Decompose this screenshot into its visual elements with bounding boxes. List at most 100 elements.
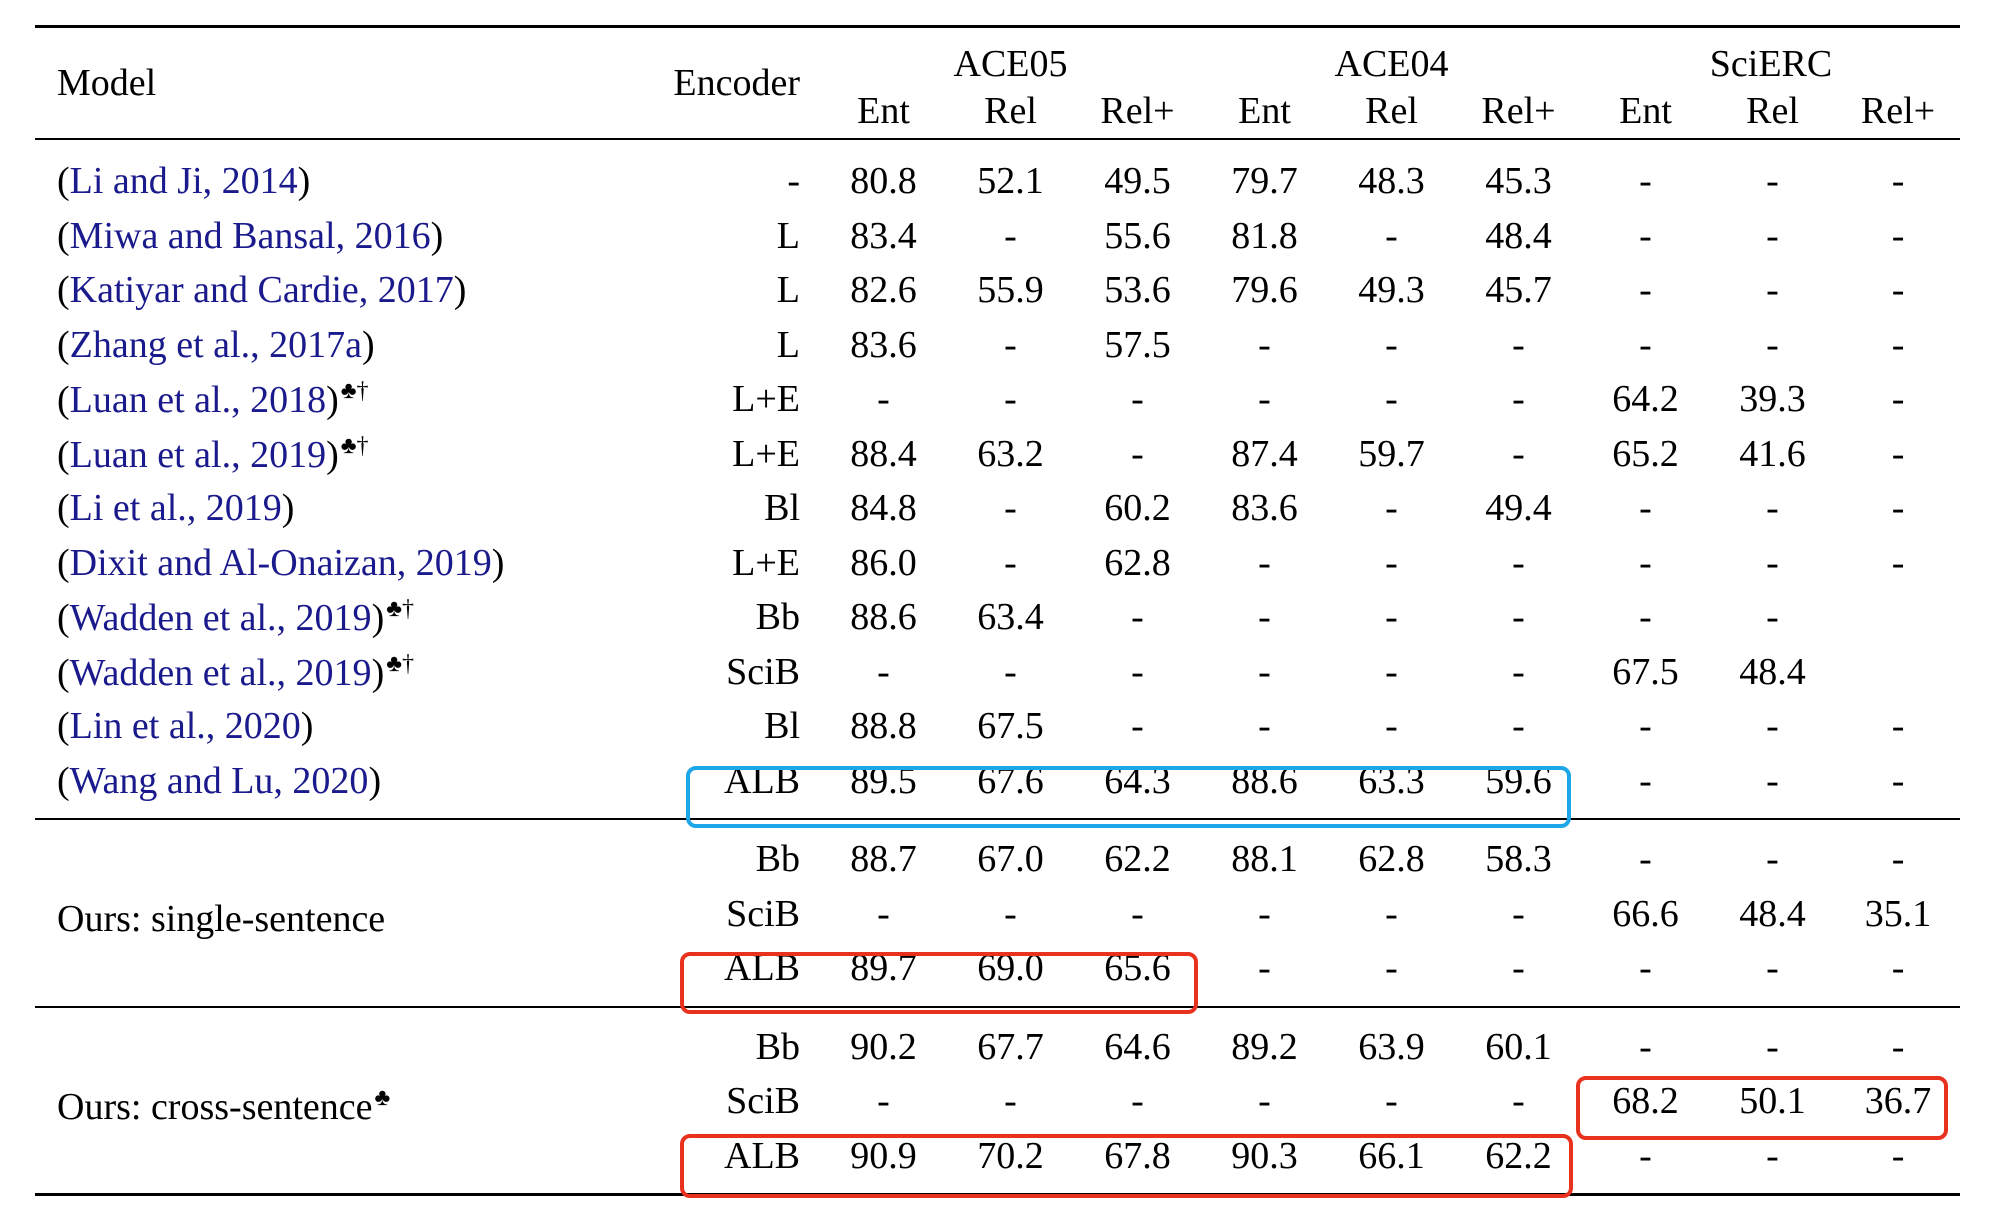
table-row: (Katiyar and Cardie, 2017) L 82.6 55.9 53.6 7…: [35, 263, 1960, 318]
value-cell: 50.1: [1739, 1080, 1806, 1123]
value-cell: 48.4: [1485, 214, 1552, 257]
value-cell: 62.2: [1104, 838, 1171, 881]
header-row-datasets: Model Encoder ACE05 ACE04 SciERC: [35, 26, 1961, 102]
header-dataset-scierc: SciERC: [1709, 43, 1833, 85]
value-cell: -: [1891, 1025, 1905, 1068]
header-metric: Rel: [1365, 89, 1418, 132]
value-cell: -: [1512, 947, 1525, 990]
header-metric: Ent: [1619, 89, 1672, 132]
table-row: ALB 90.9 70.2 67.8 90.3 66.1 62.2 - - -: [35, 1129, 1961, 1195]
value-cell: -: [1891, 487, 1905, 530]
value-cell: 63.4: [977, 596, 1044, 639]
encoder-cell: L: [776, 269, 800, 312]
value-cell: -: [1639, 323, 1652, 366]
value-cell: 70.2: [977, 1134, 1044, 1177]
value-cell: -: [1512, 378, 1525, 421]
close-paren: ): [368, 759, 382, 802]
value-cell: 58.3: [1485, 838, 1552, 881]
value-cell: -: [1639, 487, 1652, 530]
table-row: (Zhang et al., 2017a) L 83.6 - 57.5 - - - - - -: [35, 318, 1960, 373]
close-paren: ): [326, 379, 339, 422]
value-cell: 86.0: [850, 541, 917, 584]
value-cell: -: [1512, 650, 1525, 693]
value-cell: 67.6: [977, 759, 1044, 802]
header-encoder: Encoder: [673, 62, 800, 104]
model-cell: (Dixit and Al-Onaizan, 2019): [35, 536, 550, 591]
value-cell: 49.5: [1104, 160, 1171, 203]
value-cell: -: [1891, 378, 1905, 421]
value-cell: 88.6: [850, 596, 917, 639]
citation-link[interactable]: Dixit and Al-Onaizan, 2019: [69, 541, 492, 584]
close-paren: ): [326, 433, 339, 476]
citation-link[interactable]: Miwa and Bansal, 2016: [69, 214, 431, 257]
model-cell: (Zhang et al., 2017a): [35, 318, 550, 373]
value-cell: -: [1512, 705, 1525, 748]
table-row: Ours: cross-sentence♣ Bb 90.2 67.7 64.6 89.2 6…: [35, 1006, 1961, 1126]
value-cell: -: [1004, 487, 1017, 530]
citation-link[interactable]: Wadden et al., 2019: [69, 597, 372, 640]
value-cell: -: [1385, 541, 1398, 584]
value-cell: -: [1004, 214, 1017, 257]
table-row: (Miwa and Bansal, 2016) L 83.4 - 55.6 81.8 - 48…: [35, 209, 1960, 264]
value-cell: 67.7: [977, 1025, 1044, 1068]
header-row-metrics: Ent Rel Rel+ Ent Rel Rel+ Ent Rel Rel+: [35, 83, 1960, 139]
table-row: (Li and Ji, 2014) - 80.8 52.1 49.5 79.7 48.3 45…: [35, 139, 1961, 209]
citation-link[interactable]: Li and Ji, 2014: [69, 160, 298, 203]
model-cell: (Luan et al., 2018)♣†: [35, 372, 550, 427]
encoder-cell: Bb: [755, 838, 800, 881]
citation-link[interactable]: Wadden et al., 2019: [69, 651, 372, 694]
value-cell: -: [1639, 541, 1652, 584]
value-cell: -: [1766, 487, 1779, 530]
value-cell: -: [1385, 596, 1398, 639]
value-cell: -: [1004, 541, 1017, 584]
value-cell: 89.7: [850, 947, 917, 990]
citation-link[interactable]: Wang and Lu, 2020: [69, 759, 369, 802]
value-cell: -: [1891, 947, 1905, 990]
header-dataset-ace04: ACE04: [1334, 43, 1449, 85]
value-cell: 63.3: [1358, 759, 1425, 802]
value-cell: -: [877, 892, 890, 935]
value-cell: 87.4: [1231, 432, 1298, 475]
value-cell: -: [1766, 596, 1779, 639]
value-cell: 59.7: [1358, 432, 1425, 475]
header-model: Model: [57, 62, 157, 104]
header-dataset-ace05: ACE05: [953, 43, 1068, 85]
value-cell: -: [1639, 759, 1652, 802]
ours-label-cell: Ours: single-sentence: [35, 819, 550, 1007]
encoder-cell: ALB: [724, 1134, 800, 1177]
value-cell: -: [1639, 838, 1652, 881]
open-paren: (: [57, 705, 70, 748]
citation-link[interactable]: Lin et al., 2020: [69, 705, 301, 748]
value-cell: -: [1004, 323, 1017, 366]
value-cell: -: [1512, 1080, 1525, 1123]
value-cell: -: [1639, 705, 1652, 748]
value-cell: -: [877, 650, 890, 693]
value-cell: -: [1258, 596, 1271, 639]
value-cell: -: [1385, 487, 1398, 530]
value-cell: 45.7: [1485, 269, 1552, 312]
value-cell: -: [1385, 323, 1398, 366]
footnote-marker: ♣†: [386, 650, 414, 677]
citation-link[interactable]: Luan et al., 2018: [69, 379, 327, 422]
open-paren: (: [57, 541, 70, 584]
value-cell: -: [1512, 596, 1525, 639]
value-cell: -: [1766, 323, 1779, 366]
value-cell: 88.7: [850, 838, 917, 881]
value-cell: -: [1004, 892, 1017, 935]
citation-link[interactable]: Luan et al., 2019: [69, 433, 327, 476]
encoder-cell: ALB: [724, 947, 800, 990]
citation-link[interactable]: Zhang et al., 2017a: [69, 323, 362, 366]
encoder-cell: L: [776, 323, 800, 366]
value-cell: -: [1766, 705, 1779, 748]
header-metric: Ent: [857, 89, 910, 132]
value-cell: -: [1385, 892, 1398, 935]
value-cell: -: [1766, 269, 1779, 312]
open-paren: (: [57, 269, 70, 312]
value-cell: 79.7: [1231, 160, 1298, 203]
table-row: Ours: single-sentence Bb 88.7 67.0 62.2 88.1 6…: [35, 819, 1961, 938]
value-cell: 55.6: [1104, 214, 1171, 257]
citation-link[interactable]: Li et al., 2019: [69, 487, 282, 530]
open-paren: (: [57, 323, 70, 366]
citation-link[interactable]: Katiyar and Cardie, 2017: [69, 269, 454, 312]
value-cell: 66.1: [1358, 1134, 1425, 1177]
